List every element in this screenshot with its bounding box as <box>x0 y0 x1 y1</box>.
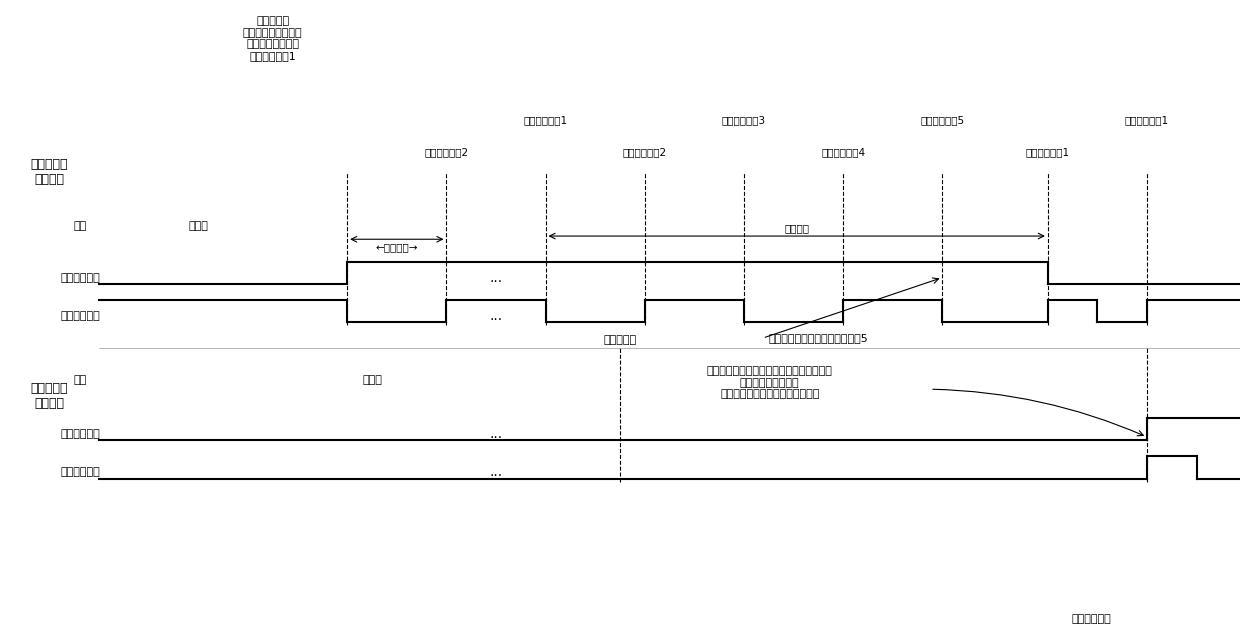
Text: ...: ... <box>490 309 502 323</box>
Text: 上电同步成功: 上电同步成功 <box>1071 614 1111 624</box>
Text: 启动小帧节拍1: 启动小帧节拍1 <box>1025 147 1070 157</box>
Text: ...: ... <box>490 271 502 285</box>
Text: 初始化完成
写上电同步信号为高
启动定时中断，即
启动小帧节拍1: 初始化完成 写上电同步信号为高 启动定时中断，即 启动小帧节拍1 <box>243 16 303 61</box>
Text: ←小帧周期→: ←小帧周期→ <box>376 242 418 253</box>
Text: 周期同步信号: 周期同步信号 <box>61 467 100 477</box>
Text: 初始化完成: 初始化完成 <box>604 334 636 345</box>
Text: 启动小帧节拍5: 启动小帧节拍5 <box>920 115 965 125</box>
Text: 任务: 任务 <box>74 375 87 385</box>
Text: 启动小帧节拍1: 启动小帧节拍1 <box>1125 115 1169 125</box>
Text: 初始化: 初始化 <box>362 375 382 385</box>
Text: 启动小帧节拍4: 启动小帧节拍4 <box>821 147 866 157</box>
Text: 上电同步信号: 上电同步信号 <box>61 272 100 283</box>
Text: 启动小帧节拍1: 启动小帧节拍1 <box>523 115 568 125</box>
Text: 初始化: 初始化 <box>188 221 208 232</box>
Text: 此时接收到另通道周期同步握手信号上升沿
写上电同步信号为高
立即启动定时中断，开始大帧任务: 此时接收到另通道周期同步握手信号上升沿 写上电同步信号为高 立即启动定时中断，开… <box>707 366 833 399</box>
Text: 启动小帧节拍3: 启动小帧节拍3 <box>722 115 766 125</box>
Text: 任务: 任务 <box>74 221 87 232</box>
Text: 后完成初始
化的通道: 后完成初始 化的通道 <box>31 382 68 410</box>
Text: 周期同步信号: 周期同步信号 <box>61 311 100 321</box>
Text: 此时接收到另通道小帧节拍号为5: 此时接收到另通道小帧节拍号为5 <box>769 333 868 343</box>
Text: ...: ... <box>490 427 502 441</box>
Text: 先完成初始
化的通道: 先完成初始 化的通道 <box>31 158 68 186</box>
Text: 启动小帧节拍2: 启动小帧节拍2 <box>622 147 667 157</box>
Text: ...: ... <box>490 465 502 479</box>
Text: 上电同步信号: 上电同步信号 <box>61 429 100 439</box>
Text: 大帧周期: 大帧周期 <box>784 223 810 233</box>
Text: 启动小帧节拍2: 启动小帧节拍2 <box>424 147 469 157</box>
